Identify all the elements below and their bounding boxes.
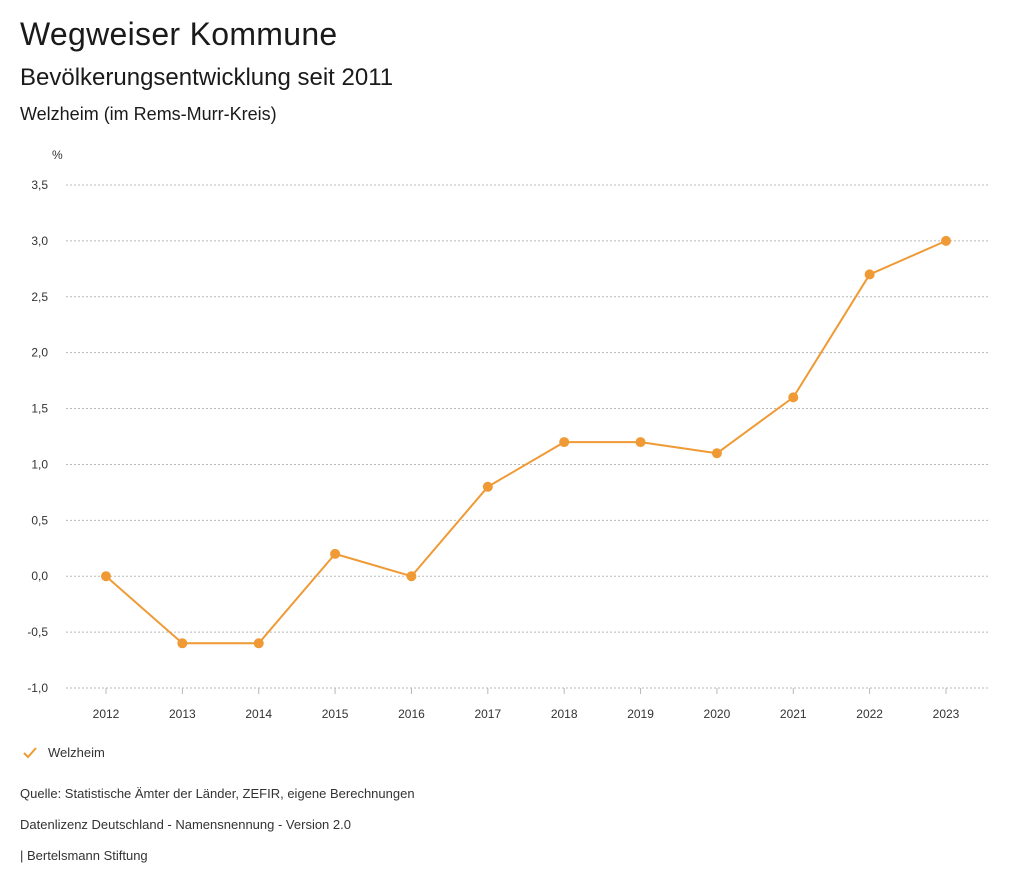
x-tick-label: 2016 bbox=[398, 707, 425, 721]
y-tick-label: 0,0 bbox=[31, 569, 48, 583]
chart-subtitle: Bevölkerungsentwicklung seit 2011 bbox=[20, 64, 394, 91]
y-tick-label: 3,5 bbox=[31, 178, 48, 192]
legend[interactable]: Welzheim bbox=[22, 745, 105, 760]
data-point bbox=[482, 481, 493, 492]
x-tick-label: 2023 bbox=[933, 707, 960, 721]
y-tick-label: 2,0 bbox=[31, 346, 48, 360]
x-tick-label: 2022 bbox=[856, 707, 883, 721]
data-point bbox=[177, 638, 188, 649]
y-tick-label: 3,0 bbox=[31, 234, 48, 248]
y-tick-label: 2,5 bbox=[31, 290, 48, 304]
x-tick-label: 2013 bbox=[169, 707, 196, 721]
region-label: Welzheim (im Rems-Murr-Kreis) bbox=[20, 104, 277, 124]
data-point bbox=[711, 448, 722, 459]
x-tick-label: 2020 bbox=[704, 707, 731, 721]
x-tick-label: 2019 bbox=[627, 707, 654, 721]
source-note: Quelle: Statistische Ämter der Länder, Z… bbox=[20, 786, 415, 801]
license-note: Datenlizenz Deutschland - Namensnennung … bbox=[20, 817, 351, 832]
page-title: Wegweiser Kommune bbox=[20, 16, 338, 52]
data-point bbox=[788, 392, 799, 403]
data-point bbox=[330, 548, 341, 559]
x-tick-label: 2014 bbox=[245, 707, 272, 721]
x-tick-label: 2015 bbox=[322, 707, 349, 721]
x-tick-label: 2017 bbox=[474, 707, 501, 721]
x-tick-label: 2018 bbox=[551, 707, 578, 721]
y-tick-label: 1,5 bbox=[31, 402, 48, 416]
data-point bbox=[635, 437, 646, 448]
data-point bbox=[941, 235, 951, 246]
line-chart: % 3,5 3,0 2,5 2,0 1,5 1,0 0,5 0,0 -0,5 -1,0 2012 201… bbox=[27, 148, 990, 721]
publisher-note: | Bertelsmann Stiftung bbox=[20, 848, 148, 863]
data-point bbox=[253, 638, 264, 649]
y-tick-label: -1,0 bbox=[27, 681, 48, 695]
data-point bbox=[559, 437, 570, 448]
check-icon bbox=[23, 746, 37, 758]
y-tick-label: 1,0 bbox=[31, 457, 48, 471]
data-point bbox=[101, 571, 111, 582]
data-point bbox=[406, 571, 417, 582]
y-tick-label: 0,5 bbox=[31, 513, 48, 527]
y-axis-unit: % bbox=[52, 148, 63, 162]
x-tick-label: 2012 bbox=[93, 707, 120, 721]
data-point bbox=[864, 269, 875, 280]
y-tick-label: -0,5 bbox=[27, 625, 48, 639]
legend-label: Welzheim bbox=[48, 745, 105, 760]
series-line bbox=[105, 239, 947, 645]
x-tick-label: 2021 bbox=[780, 707, 807, 721]
